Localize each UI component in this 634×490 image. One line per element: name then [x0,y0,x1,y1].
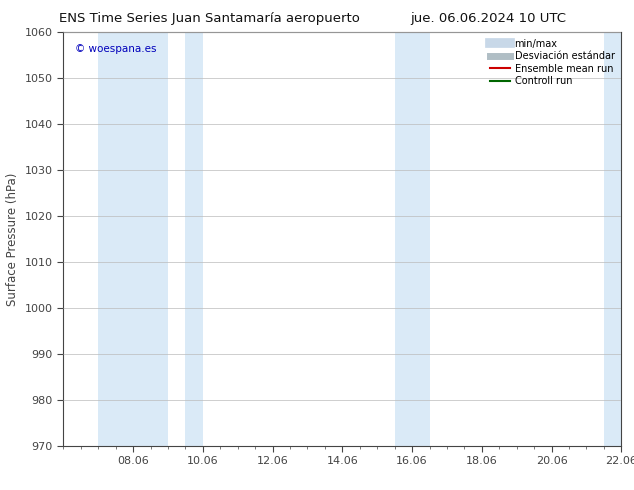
Bar [604,32,621,446]
Bar [98,32,168,446]
Text: © woespana.es: © woespana.es [75,44,156,54]
Y-axis label: Surface Pressure (hPa): Surface Pressure (hPa) [6,172,19,306]
Legend: min/max, Desviación estándar, Ensemble mean run, Controll run: min/max, Desviación estándar, Ensemble m… [488,37,616,88]
Bar [185,32,203,446]
Text: jue. 06.06.2024 10 UTC: jue. 06.06.2024 10 UTC [410,12,566,25]
Text: ENS Time Series Juan Santamaría aeropuerto: ENS Time Series Juan Santamaría aeropuer… [59,12,359,25]
Bar [394,32,429,446]
